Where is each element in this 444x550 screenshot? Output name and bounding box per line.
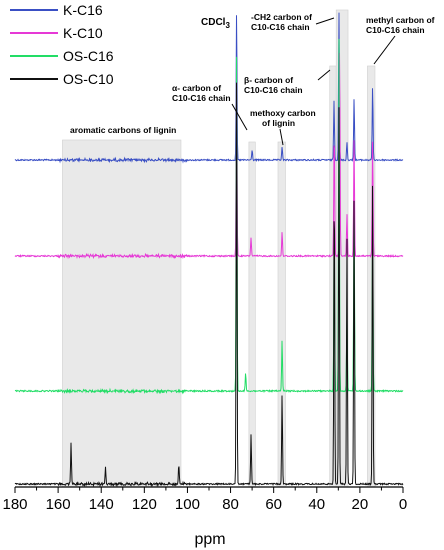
region-0 xyxy=(62,139,182,488)
methyl-label-line1: methyl carbon of xyxy=(366,15,435,25)
methoxy-arrow xyxy=(279,128,284,146)
ch2-label-line1: -CH2 carbon of xyxy=(251,12,312,22)
x-tick-label: 60 xyxy=(265,496,282,513)
alpha-arrow xyxy=(231,103,248,131)
region-1 xyxy=(248,141,256,488)
legend-label-os-c16: OS-C16 xyxy=(63,48,114,64)
x-tick-label: 160 xyxy=(46,496,71,513)
beta-arrow xyxy=(317,69,331,81)
x-tick-label: 20 xyxy=(352,496,369,513)
methyl-label-line2: C10-C16 chain xyxy=(366,25,425,35)
ch2-arrow xyxy=(315,17,335,25)
x-tick-label: 140 xyxy=(89,496,114,513)
aromatic-label: aromatic carbons of lignin xyxy=(70,125,176,135)
legend-label-k-c16: K-C16 xyxy=(63,2,103,18)
methoxy-label-line1: methoxy carbon xyxy=(250,108,316,118)
x-tick-label: 100 xyxy=(175,496,200,513)
beta-label-line2: C10-C16 chain xyxy=(244,85,303,95)
x-tick-label: 120 xyxy=(132,496,157,513)
cdcl3-label: CDCl3 xyxy=(201,17,230,30)
x-tick-label: 40 xyxy=(308,496,325,513)
x-tick-label: 180 xyxy=(2,496,27,513)
ch2-label-line2: C10-C16 chain xyxy=(251,22,310,32)
alpha-label-line1: α- carbon of xyxy=(172,83,221,93)
x-tick-label: 0 xyxy=(399,496,407,513)
beta-label-line1: β- carbon of xyxy=(244,75,293,85)
methyl-arrow xyxy=(373,35,396,65)
legend-label-k-c10: K-C10 xyxy=(63,25,103,41)
legend-label-os-c10: OS-C10 xyxy=(63,71,114,87)
x-axis-title: ppm xyxy=(194,531,225,548)
legend: K-C16 K-C10 OS-C16 OS-C10 xyxy=(10,2,114,87)
series-os-c10 xyxy=(14,82,404,488)
spectra xyxy=(14,12,404,488)
methoxy-label-line2: of lignin xyxy=(262,118,295,128)
alpha-label-line2: C10-C16 chain xyxy=(172,93,231,103)
annotations: CDCl3 aromatic carbons of lignin α- carb… xyxy=(70,12,435,146)
x-tick-label: 80 xyxy=(222,496,239,513)
x-axis: 180 160 140 120 100 80 60 40 20 0 xyxy=(2,486,407,513)
